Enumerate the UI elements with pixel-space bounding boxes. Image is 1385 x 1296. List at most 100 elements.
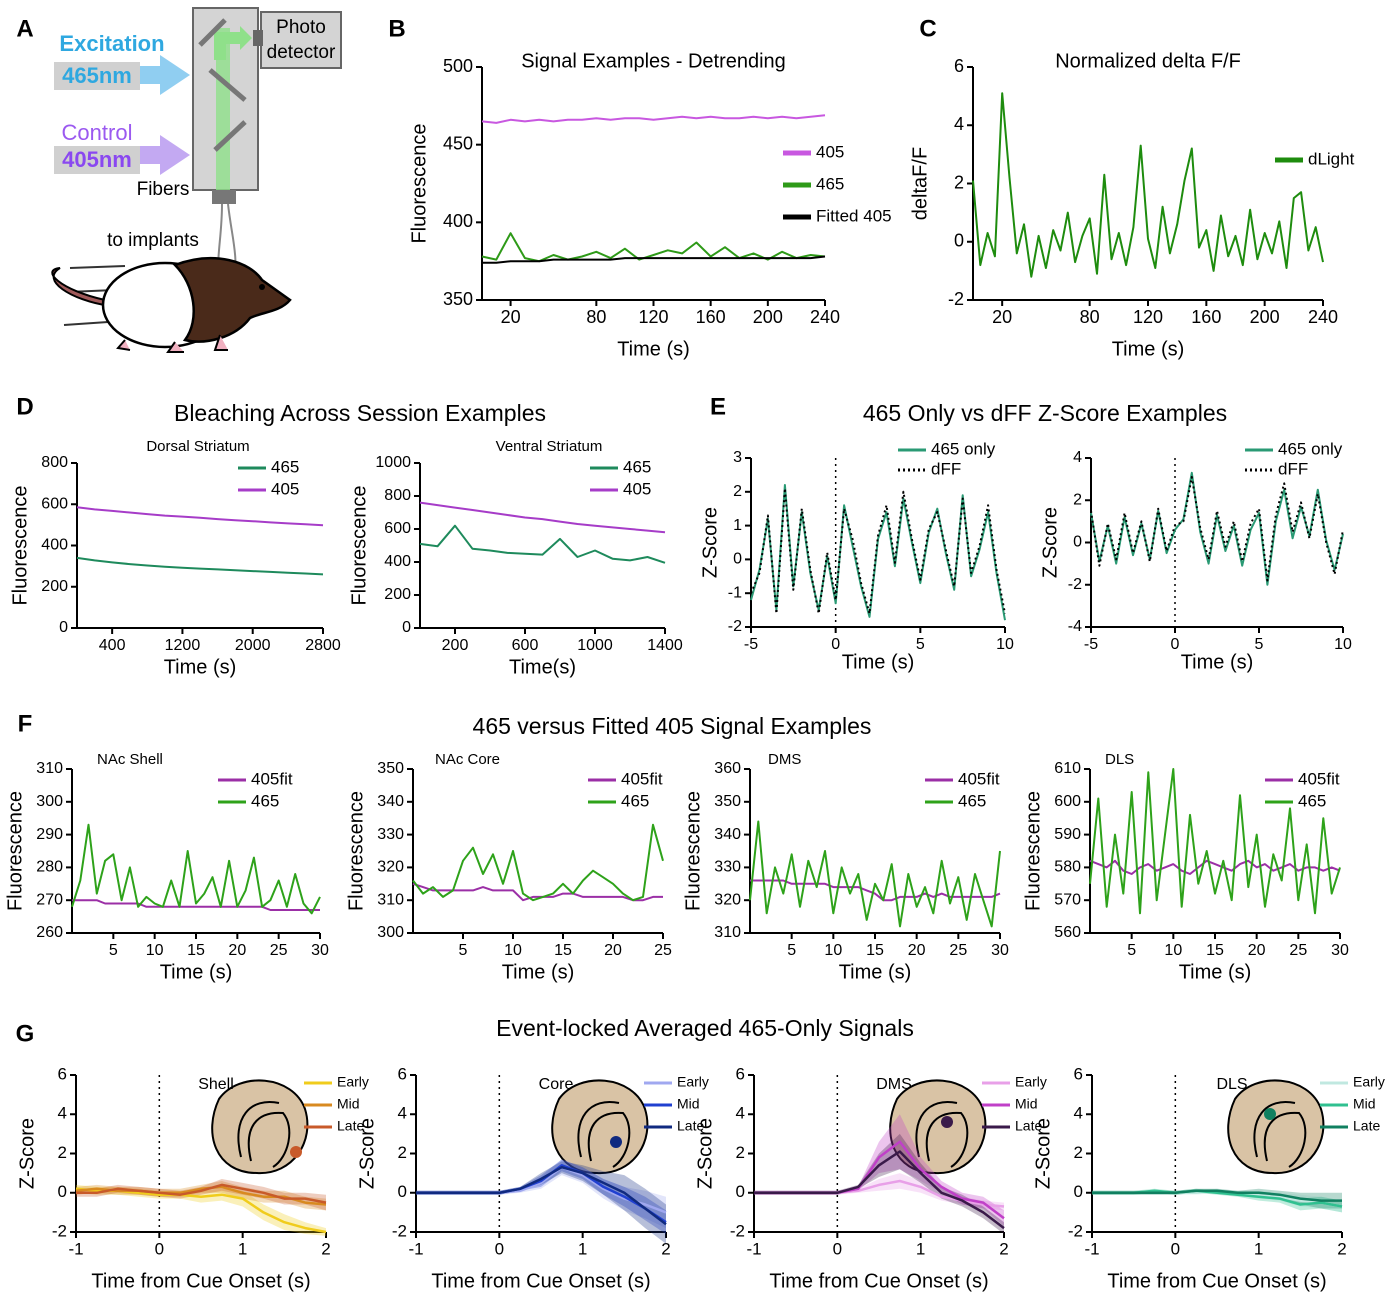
y-tick-label: 570 [1054, 891, 1081, 908]
chart: 560 570 580 590 600 610 5 10 15 20 25 30 405fit 465 DL… [1022, 751, 1349, 983]
x-axis-label: Time (s) [160, 961, 233, 983]
x-tick-label: 10 [996, 636, 1014, 653]
x-tick-label: 120 [638, 307, 668, 327]
x-tick-label: 10 [146, 942, 164, 959]
y-tick-label: 300 [377, 924, 404, 941]
data-line [72, 899, 320, 911]
x-tick-label: 20 [604, 942, 622, 959]
y-tick-label: 3 [733, 449, 742, 466]
region-label: DLS [1216, 1076, 1247, 1093]
light-path [216, 28, 230, 193]
y-tick-label: 0 [733, 551, 742, 568]
chart: DMS -2 0 2 4 6 -1 0 1 2 Early Mid Late Time from Cue … [694, 1064, 1047, 1292]
x-tick-label: 30 [991, 942, 1009, 959]
chart: 310 320 330 340 350 360 5 10 15 20 25 30 405fit 465 DM… [682, 751, 1009, 983]
brain-inset [1227, 1079, 1325, 1175]
wavelength-box [54, 146, 140, 174]
y-tick-label: -2 [52, 1221, 67, 1240]
x-tick-label: 25 [270, 942, 288, 959]
data-line [481, 114, 826, 124]
data-line [1090, 476, 1344, 582]
y-tick-label: 350 [443, 289, 473, 309]
data-line [76, 1183, 327, 1204]
x-tick-label: 0 [833, 1239, 842, 1258]
y-tick-label: 260 [36, 924, 63, 941]
region-dot [1264, 1108, 1276, 1120]
x-tick-label: 15 [866, 942, 884, 959]
x-tick-label: 1200 [165, 637, 201, 654]
x-tick-label: -1 [746, 1239, 761, 1258]
data-line [419, 524, 666, 564]
brain-structure [915, 1100, 969, 1168]
x-tick-label: 1 [1254, 1239, 1263, 1258]
y-tick-label: 350 [714, 793, 741, 810]
legend-label: 465 only [1278, 439, 1343, 458]
x-tick-label: 0 [155, 1239, 164, 1258]
x-tick-label: 200 [1250, 307, 1280, 327]
y-tick-label: 270 [36, 891, 63, 908]
y-tick-label: 310 [377, 891, 404, 908]
y-tick-label: 560 [1054, 924, 1081, 941]
x-tick-label: 0 [495, 1239, 504, 1258]
legend-label: Fitted 405 [816, 206, 892, 225]
legend-label: 465 only [931, 439, 996, 458]
chart: -2 0 2 4 6 20 80 120 160 200 240 dLight Normalized d… [909, 50, 1354, 360]
y-tick-label: 360 [714, 760, 741, 777]
y-axis-label: deltaF/F [909, 147, 931, 220]
y-axis-label: Fluorescence [1022, 791, 1044, 911]
x-tick-label: 5 [109, 942, 118, 959]
panel-label: F [18, 710, 33, 737]
y-axis-label: Z-Score [16, 1118, 38, 1189]
error-band [416, 1159, 666, 1234]
y-tick-label: 6 [58, 1064, 67, 1083]
chart-subtitle: NAc Core [435, 751, 500, 768]
chart-subtitle: Ventral Striatum [496, 438, 603, 455]
y-tick-label: -2 [1068, 576, 1082, 593]
y-tick-label: 610 [1054, 760, 1081, 777]
y-tick-label: 0 [1073, 534, 1082, 551]
y-axis-label: Fluorescence [345, 791, 367, 911]
x-axis-label: Time (s) [164, 656, 237, 678]
fibers-label: to implants [107, 230, 199, 251]
panel-label: C [919, 15, 936, 42]
wavelength-label: 465nm [62, 63, 132, 88]
y-tick-label: 290 [36, 826, 63, 843]
x-tick-label: -1 [1084, 1239, 1099, 1258]
brain-structure [237, 1100, 291, 1168]
detector-label: Photo [276, 17, 326, 38]
data-line [419, 501, 666, 534]
legend-label: 405fit [1298, 769, 1340, 788]
y-axis-label: Fluorescence [682, 791, 704, 911]
x-tick-label: -1 [408, 1239, 423, 1258]
x-axis-label: Time (s) [842, 651, 915, 673]
y-tick-label: 6 [954, 56, 964, 76]
chart: Core -2 0 2 4 6 -1 0 1 2 Early Mid Late Time from Cue… [356, 1064, 709, 1292]
legend-label: Early [1353, 1074, 1385, 1090]
x-tick-label: 10 [824, 942, 842, 959]
y-tick-label: 350 [377, 760, 404, 777]
error-band [76, 1179, 326, 1211]
panel-label: A [16, 15, 33, 42]
y-tick-label: 0 [398, 1182, 407, 1201]
legend-label: 465 [271, 457, 299, 476]
error-band [754, 1114, 1004, 1227]
wavelength-box [54, 62, 140, 90]
detector-box [260, 11, 342, 69]
x-tick-label: 0 [831, 636, 840, 653]
x-tick-label: 15 [187, 942, 205, 959]
y-tick-label: 2 [1073, 491, 1082, 508]
data-line [749, 820, 1001, 928]
data-line [1092, 1189, 1342, 1202]
y-tick-label: 600 [384, 520, 411, 537]
chart: Shell -2 0 2 4 6 -1 0 1 2 Early Mid Late Time from Cu… [16, 1064, 369, 1292]
x-tick-label: 2000 [235, 637, 271, 654]
data-line [750, 879, 1001, 902]
data-line [750, 484, 1006, 621]
y-tick-label: 0 [1074, 1182, 1083, 1201]
y-tick-label: 4 [954, 114, 964, 134]
y-tick-label: -4 [1068, 618, 1082, 635]
y-axis-label: Fluorescence [4, 791, 26, 911]
x-tick-label: 10 [1164, 942, 1182, 959]
legend-label: 465 [623, 457, 651, 476]
y-tick-label: 800 [41, 454, 68, 471]
